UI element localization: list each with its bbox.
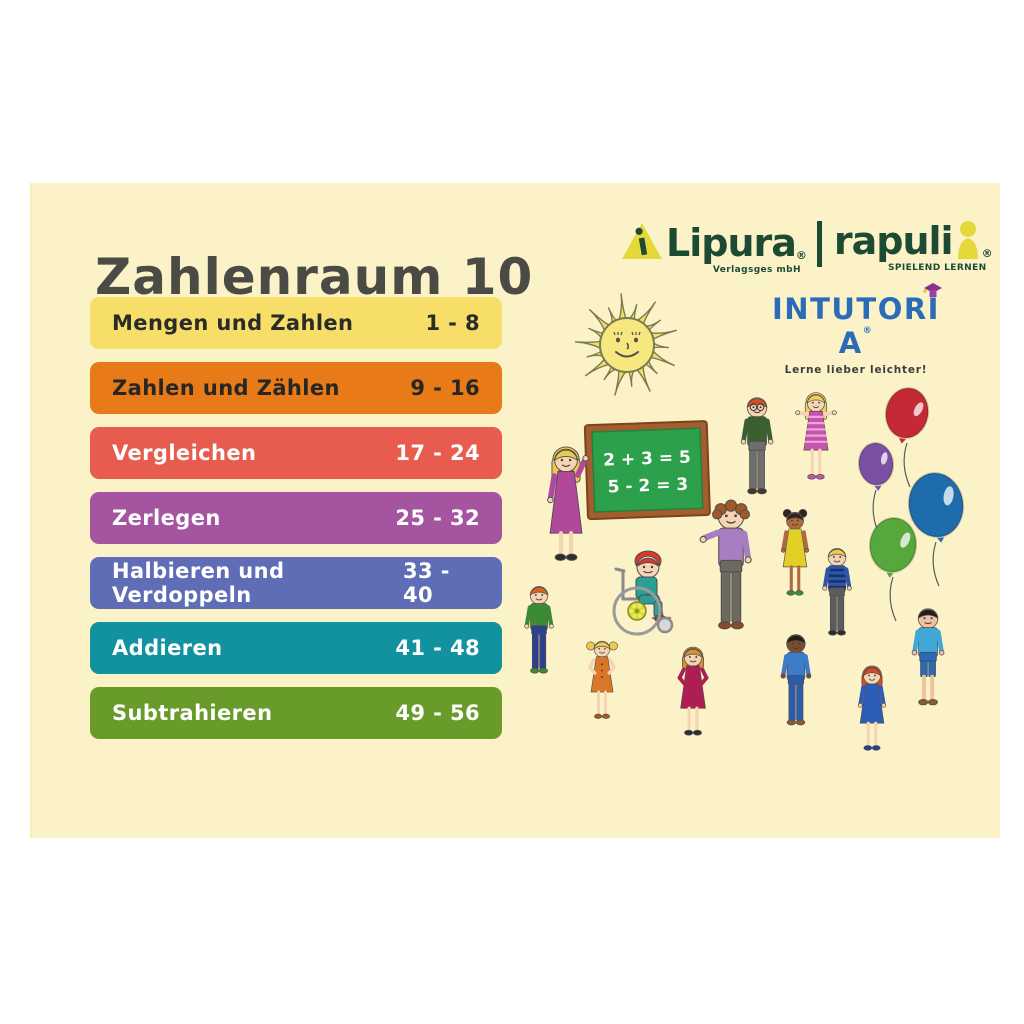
toc-item-label: Halbieren und Verdoppeln xyxy=(112,559,285,607)
toc-item-7: Subtrahieren 49 - 56 xyxy=(90,687,502,739)
toc-item-label: Zahlen und Zählen xyxy=(112,376,340,400)
lipura-subtitle: Verlagsges mbH xyxy=(712,265,801,275)
toc-item-pages: 33 - 40 xyxy=(403,559,450,607)
lipura-logo: Lipura ® Verlagsges mbH xyxy=(620,219,807,275)
toc-item-5: Halbieren und Verdoppeln 33 - 40 xyxy=(90,557,502,609)
toc-item-pages: 25 - 32 xyxy=(395,506,480,530)
logo-divider xyxy=(816,221,822,267)
rapuli-pawn-icon xyxy=(957,221,978,259)
table-of-contents: Mengen und Zahlen 1 - 8 Zahlen und Zählen 9… xyxy=(90,297,502,752)
lipura-triangle-icon xyxy=(622,223,662,259)
lipura-registered: ® xyxy=(795,249,807,262)
toc-item-label: Mengen und Zahlen xyxy=(112,311,354,335)
toc-item-1: Mengen und Zahlen 1 - 8 xyxy=(90,297,502,349)
rapuli-wordmark: rapuli xyxy=(833,219,954,263)
toc-item-6: Addieren 41 - 48 xyxy=(90,622,502,674)
publisher-logo-row: Lipura ® Verlagsges mbH rapuli ® SPIELEND… xyxy=(620,219,993,275)
toc-item-3: Vergleichen 17 - 24 xyxy=(90,427,502,479)
toc-item-label: Zerlegen xyxy=(112,506,221,530)
intutoria-logo: INTUTOR I A® Lerne lieber leichter! xyxy=(756,283,956,376)
toc-item-pages: 1 - 8 xyxy=(425,311,480,335)
rapuli-subtitle: SPIELEND LERNEN xyxy=(887,263,987,273)
toc-item-pages: 17 - 24 xyxy=(395,441,480,465)
rapuli-registered: ® xyxy=(981,247,993,260)
toc-item-4: Zerlegen 25 - 32 xyxy=(90,492,502,544)
toc-item-pages: 9 - 16 xyxy=(410,376,480,400)
intutoria-wordmark: INTUTOR I A® xyxy=(756,283,956,360)
page-title: Zahlenraum 10 xyxy=(95,247,534,306)
toc-item-pages: 49 - 56 xyxy=(395,701,480,725)
toc-item-pages: 41 - 48 xyxy=(395,636,480,660)
lipura-wordmark: Lipura xyxy=(666,221,797,265)
intutoria-registered: ® xyxy=(862,326,874,336)
intutoria-cap-letter: I xyxy=(922,283,942,326)
intutoria-tagline: Lerne lieber leichter! xyxy=(784,364,928,376)
graduation-cap-icon xyxy=(922,283,942,297)
intutoria-prefix: INTUTOR xyxy=(772,292,928,326)
toc-item-label: Addieren xyxy=(112,636,223,660)
toc-item-label: Subtrahieren xyxy=(112,701,273,725)
toc-item-2: Zahlen und Zählen 9 - 16 xyxy=(90,362,502,414)
intutoria-last-letter: A xyxy=(838,326,863,360)
rapuli-logo: rapuli ® SPIELEND LERNEN xyxy=(834,219,993,273)
toc-item-label: Vergleichen xyxy=(112,441,257,465)
